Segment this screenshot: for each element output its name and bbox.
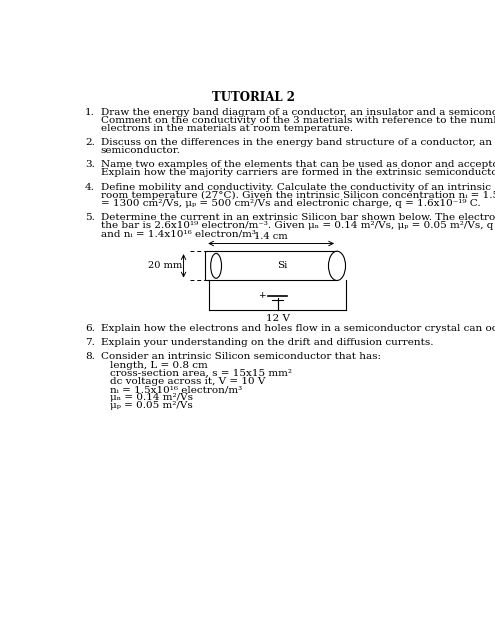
Text: 3.: 3. [85,161,95,170]
Text: +: + [258,291,266,300]
Text: Comment on the conductivity of the 3 materials with reference to the number of f: Comment on the conductivity of the 3 mat… [100,116,495,125]
Text: 12 V: 12 V [266,314,290,323]
Ellipse shape [211,253,222,278]
Text: = 1300 cm²/Vs, μₚ = 500 cm²/Vs and electronic charge, q = 1.6x10⁻¹⁹ C.: = 1300 cm²/Vs, μₚ = 500 cm²/Vs and elect… [100,199,480,208]
Text: 1.: 1. [85,108,95,116]
Text: 1.4 cm: 1.4 cm [254,232,288,241]
Bar [205,252,337,280]
Text: the bar is 2.6x10¹⁹ electron/m⁻³. Given μₙ = 0.14 m²/Vs, μₚ = 0.05 m²/Vs, q = 1.: the bar is 2.6x10¹⁹ electron/m⁻³. Given … [100,221,495,230]
Text: 4.: 4. [85,182,95,191]
Text: Determine the current in an extrinsic Silicon bar shown below. The electron dens: Determine the current in an extrinsic Si… [100,213,495,222]
Text: μₙ = 0.14 m²/Vs: μₙ = 0.14 m²/Vs [110,393,193,403]
Text: semiconductor.: semiconductor. [100,146,181,155]
Text: Si: Si [278,261,288,270]
Text: TUTORIAL 2: TUTORIAL 2 [212,91,295,104]
Text: Explain your understanding on the drift and diffusion currents.: Explain your understanding on the drift … [100,338,433,347]
Text: 8.: 8. [85,352,95,361]
Text: Consider an intrinsic Silicon semiconductor that has:: Consider an intrinsic Silicon semiconduc… [100,352,381,361]
Text: dc voltage across it, V = 10 V: dc voltage across it, V = 10 V [110,377,265,386]
Text: 5.: 5. [85,213,95,222]
Text: 7.: 7. [85,338,95,347]
Text: Discuss on the differences in the energy band structure of a conductor, an insul: Discuss on the differences in the energy… [100,138,495,147]
Text: nᵢ = 1.5x10¹⁶ electron/m³: nᵢ = 1.5x10¹⁶ electron/m³ [110,385,242,394]
Text: Name two examples of the elements that can be used as donor and acceptor impurit: Name two examples of the elements that c… [100,161,495,170]
Text: and nᵢ = 1.4x10¹⁶ electron/m³.: and nᵢ = 1.4x10¹⁶ electron/m³. [100,229,259,238]
Text: Draw the energy band diagram of a conductor, an insulator and a semiconductor.: Draw the energy band diagram of a conduc… [100,108,495,116]
Text: Explain how the electrons and holes flow in a semiconductor crystal can occur.: Explain how the electrons and holes flow… [100,324,495,333]
Text: Explain how the majority carriers are formed in the extrinsic semiconductors.: Explain how the majority carriers are fo… [100,168,495,177]
Text: length, L = 0.8 cm: length, L = 0.8 cm [110,361,208,370]
Ellipse shape [329,252,346,280]
Text: Define mobility and conductivity. Calculate the conductivity of an intrinsic Sil: Define mobility and conductivity. Calcul… [100,182,495,191]
Text: room temperature (27°C). Given the intrinsic Silicon concentration nᵢ = 1.5x10¹⁰: room temperature (27°C). Given the intri… [100,191,495,200]
Text: μₚ = 0.05 m²/Vs: μₚ = 0.05 m²/Vs [110,401,193,410]
Text: electrons in the materials at room temperature.: electrons in the materials at room tempe… [100,124,352,132]
Text: 2.: 2. [85,138,95,147]
Text: 20 mm: 20 mm [148,261,182,270]
Text: 6.: 6. [85,324,95,333]
Text: cross-section area, s = 15x15 mm²: cross-section area, s = 15x15 mm² [110,369,292,378]
